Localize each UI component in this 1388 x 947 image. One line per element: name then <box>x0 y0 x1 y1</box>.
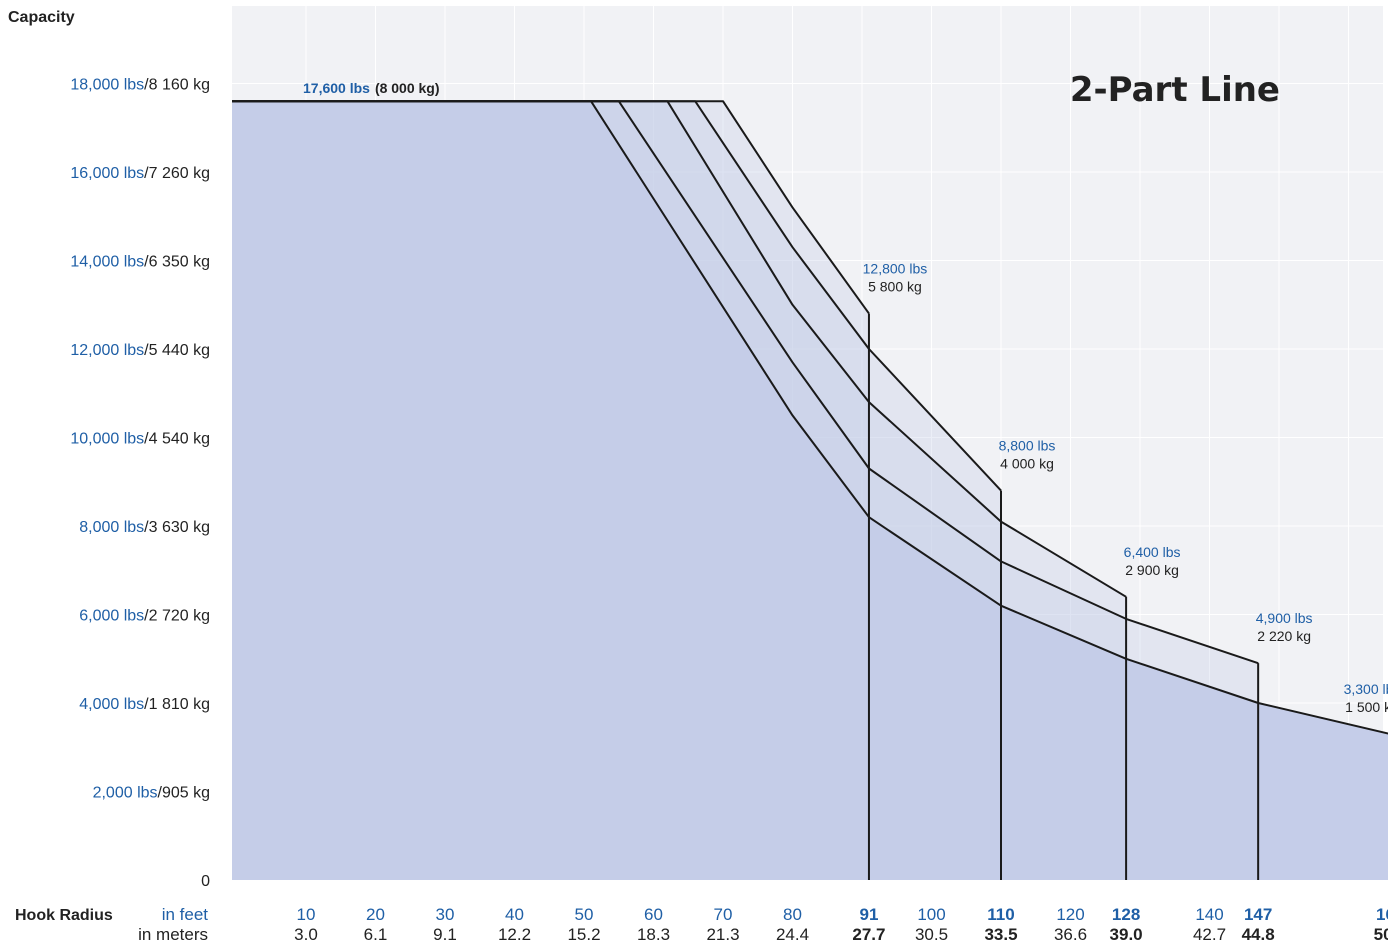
series-fill-128 <box>232 101 1127 880</box>
series-line-166 <box>232 100 1388 735</box>
x-tick-meters: 33.5 <box>984 925 1017 944</box>
max-capacity-lbs: 17,600 lbs <box>303 80 370 96</box>
y-tick-label: 8,000 lbs/3 630 kg <box>79 519 210 536</box>
annotation-lbs: 4,900 lbs <box>1256 610 1313 626</box>
y-tick-lbs: 16,000 lbs <box>70 165 144 182</box>
x-tick-feet: 20 <box>366 905 385 924</box>
annotation-kg: 1 500 kg <box>1345 699 1388 715</box>
x-tick-feet: 166 <box>1376 905 1388 924</box>
y-tick-label: 10,000 lbs/4 540 kg <box>70 431 210 448</box>
x-tick-meters: 24.4 <box>776 925 809 944</box>
x-tick-meters: 36.6 <box>1054 925 1087 944</box>
y-tick-kg: /2 720 kg <box>144 608 210 625</box>
y-tick-lbs: 10,000 lbs <box>70 431 144 448</box>
y-tick-lbs: 6,000 lbs <box>79 608 144 625</box>
x-tick-feet: 60 <box>644 905 663 924</box>
x-tick-feet: 30 <box>436 905 455 924</box>
y-tick-kg: /4 540 kg <box>144 431 210 448</box>
x-tick-meters: 42.7 <box>1193 925 1226 944</box>
x-axis-title: Hook Radius <box>15 907 113 924</box>
x-tick-feet: 140 <box>1195 905 1223 924</box>
y-axis-title: Capacity <box>8 9 75 26</box>
y-tick-kg: /3 630 kg <box>144 519 210 536</box>
y-tick-label: 6,000 lbs/2 720 kg <box>79 608 210 625</box>
x-tick-meters: 3.0 <box>294 925 318 944</box>
y-tick-label: 0 <box>201 873 210 890</box>
x-tick-feet: 50 <box>575 905 594 924</box>
y-tick-label: 18,000 lbs/8 160 kg <box>70 77 210 94</box>
x-tick-meters: 9.1 <box>433 925 457 944</box>
x-tick-meters: 27.7 <box>852 925 885 944</box>
annotation-lbs: 12,800 lbs <box>863 261 928 277</box>
y-tick-lbs: 14,000 lbs <box>70 254 144 271</box>
y-tick-label: 2,000 lbs/905 kg <box>93 785 210 802</box>
y-tick-kg: /8 160 kg <box>144 77 210 94</box>
annotation-lbs: 6,400 lbs <box>1124 544 1181 560</box>
y-tick-kg: /7 260 kg <box>144 165 210 182</box>
x-tick-feet: 110 <box>987 905 1014 924</box>
y-tick-kg: /6 350 kg <box>144 254 210 271</box>
x-tick-meters: 6.1 <box>364 925 388 944</box>
series-fill-91 <box>232 101 869 880</box>
series-fill-110 <box>232 101 1001 880</box>
end-annotations: 12,800 lbs 5 800 kg 8,800 lbs 4 000 kg 6,400… <box>863 261 1388 715</box>
x-tick-feet: 80 <box>783 905 802 924</box>
x-tick-meters: 18.3 <box>637 925 670 944</box>
x-tick-meters: 39.0 <box>1110 925 1143 944</box>
x-tick-feet: 40 <box>505 905 524 924</box>
x-tick-meters: 21.3 <box>706 925 739 944</box>
max-capacity-kg: (8 000 kg) <box>375 80 440 96</box>
y-tick-label: 12,000 lbs/5 440 kg <box>70 342 210 359</box>
y-tick-kg: 0 <box>201 873 210 890</box>
annotation-kg: 4 000 kg <box>1000 456 1054 472</box>
chart-title: 2-Part Line <box>1070 70 1280 110</box>
x-tick-feet: 10 <box>297 905 316 924</box>
x-tick-feet: 70 <box>714 905 733 924</box>
x-unit-feet: in feet <box>162 905 209 924</box>
max-capacity-label: 17,600 lbs (8 000 kg) <box>303 80 440 96</box>
y-tick-label: 4,000 lbs/1 810 kg <box>79 696 210 713</box>
annotation-lbs: 8,800 lbs <box>999 438 1056 454</box>
y-tick-lbs: 12,000 lbs <box>70 342 144 359</box>
annotation-kg: 2 900 kg <box>1125 562 1179 578</box>
y-tick-label: 16,000 lbs/7 260 kg <box>70 165 210 182</box>
y-tick-lbs: 4,000 lbs <box>79 696 144 713</box>
series-fill-166 <box>232 101 1388 880</box>
annotation-kg: 2 220 kg <box>1257 628 1311 644</box>
x-tick-feet: 128 <box>1112 905 1140 924</box>
y-tick-lbs: 18,000 lbs <box>70 77 144 94</box>
annotation-kg: 5 800 kg <box>868 279 922 295</box>
x-tick-feet: 100 <box>917 905 945 924</box>
series-line-147 <box>232 100 1259 665</box>
x-tick-feet: 120 <box>1056 905 1084 924</box>
y-tick-lbs: 8,000 lbs <box>79 519 144 536</box>
x-tick-feet: 91 <box>859 905 878 924</box>
y-tick-label: 14,000 lbs/6 350 kg <box>70 254 210 271</box>
x-unit-meters: in meters <box>138 925 208 944</box>
x-tick-meters: 12.2 <box>498 925 531 944</box>
x-tick-meters: 15.2 <box>567 925 600 944</box>
annotation-lbs: 3,300 lbs <box>1344 681 1388 697</box>
y-axis-labels: 0 2,000 lbs/905 kg 4,000 lbs/1 810 kg 6,000… <box>70 77 210 891</box>
x-tick-meters: 50.6 <box>1374 925 1388 944</box>
y-tick-kg: /1 810 kg <box>144 696 210 713</box>
y-tick-kg: /905 kg <box>158 785 210 802</box>
y-tick-kg: /5 440 kg <box>144 342 210 359</box>
x-tick-meters: 44.8 <box>1242 925 1275 944</box>
x-tick-feet: 147 <box>1244 905 1272 924</box>
y-tick-lbs: 2,000 lbs <box>93 785 158 802</box>
series-lines <box>232 100 1388 880</box>
x-tick-meters: 30.5 <box>915 925 948 944</box>
